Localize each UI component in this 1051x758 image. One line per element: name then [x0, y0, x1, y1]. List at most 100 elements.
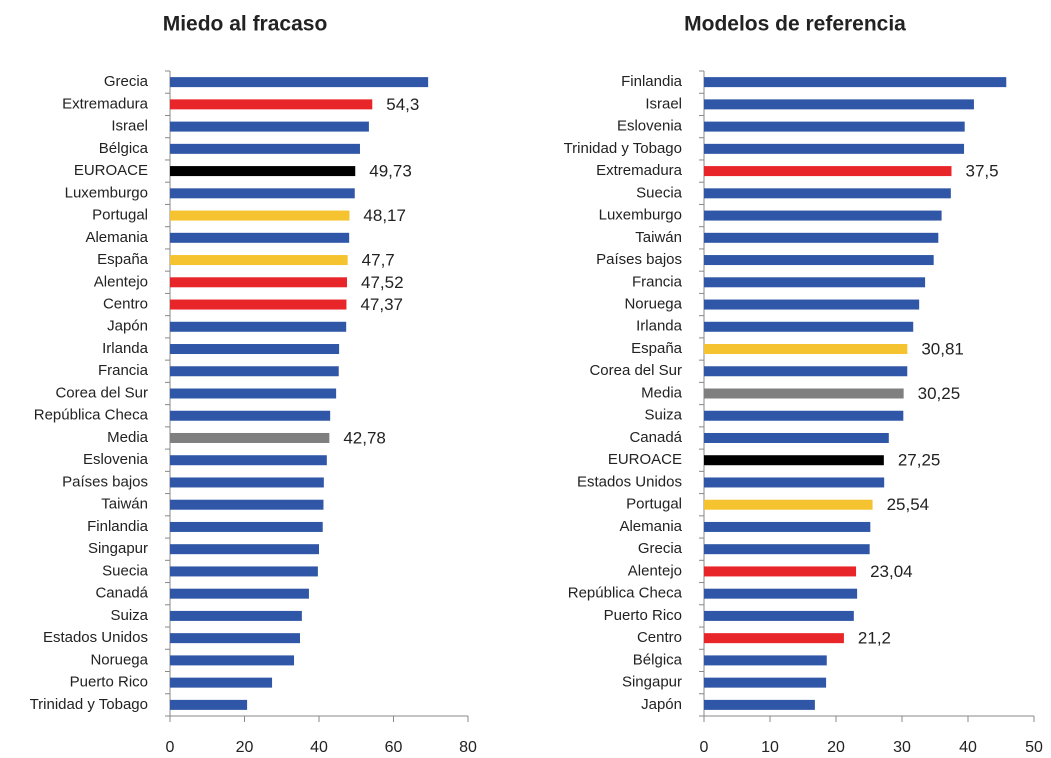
- category-label: Centro: [103, 296, 148, 313]
- value-label: 48,17: [363, 206, 406, 225]
- category-label: Eslovenia: [83, 451, 149, 468]
- x-tick-label: 10: [761, 739, 779, 756]
- category-label: Francia: [632, 273, 683, 290]
- value-label: 47,52: [361, 273, 404, 292]
- category-label: Suecia: [102, 562, 149, 579]
- bar: [170, 499, 324, 510]
- category-label: Noruega: [90, 651, 148, 668]
- category-label: Canadá: [95, 585, 148, 602]
- bar: [704, 544, 870, 555]
- bar: [170, 321, 347, 332]
- category-label: España: [97, 251, 149, 268]
- category-label: Japón: [641, 696, 682, 713]
- category-label: Irlanda: [102, 340, 149, 357]
- category-label: República Checa: [34, 407, 149, 424]
- bar: [704, 210, 942, 221]
- x-tick-label: 30: [893, 739, 911, 756]
- category-label: Trinidad y Tobago: [30, 696, 148, 713]
- category-label: Países bajos: [62, 473, 148, 490]
- bar: [704, 77, 1007, 88]
- value-label: 25,54: [887, 495, 930, 514]
- bar: [170, 121, 369, 132]
- x-tick-label: 0: [166, 739, 175, 756]
- bar: [170, 277, 348, 288]
- bar: [170, 477, 324, 488]
- x-tick-label: 0: [700, 739, 709, 756]
- category-label: Bélgica: [633, 651, 683, 668]
- bar: [704, 588, 858, 599]
- category-label: Singapur: [622, 674, 682, 691]
- bar: [704, 388, 904, 399]
- value-label: 54,3: [386, 95, 419, 114]
- category-label: Suiza: [644, 407, 682, 424]
- bar: [170, 610, 302, 621]
- value-label: 49,73: [369, 162, 412, 181]
- value-label: 21,2: [858, 629, 891, 648]
- bar: [704, 321, 914, 332]
- value-label: 42,78: [343, 428, 386, 447]
- value-label: 30,25: [918, 384, 961, 403]
- category-label: Eslovenia: [617, 118, 683, 135]
- category-label: Israel: [645, 95, 682, 112]
- category-label: Extremadura: [62, 95, 149, 112]
- bar: [704, 633, 844, 644]
- category-label: Corea del Sur: [55, 384, 148, 401]
- bar: [170, 432, 330, 443]
- category-label: Israel: [111, 118, 148, 135]
- category-label: Alemania: [619, 518, 682, 535]
- category-label: Extremadura: [596, 162, 683, 179]
- category-label: Alentejo: [628, 562, 682, 579]
- category-label: Centro: [637, 629, 682, 646]
- bar: [170, 699, 248, 710]
- bar: [170, 77, 429, 88]
- bar: [704, 344, 908, 355]
- bar: [704, 432, 889, 443]
- bar: [170, 455, 327, 466]
- bar: [704, 610, 854, 621]
- category-label: Portugal: [626, 496, 682, 513]
- value-label: 47,37: [360, 295, 403, 314]
- x-tick-label: 20: [827, 739, 845, 756]
- category-label: Alentejo: [94, 273, 148, 290]
- bar: [170, 255, 348, 266]
- bar: [704, 655, 827, 666]
- bar: [170, 299, 347, 310]
- category-label: Trinidad y Tobago: [564, 140, 682, 157]
- bar: [170, 544, 319, 555]
- category-label: Estados Unidos: [43, 629, 148, 646]
- x-tick-label: 50: [1025, 739, 1043, 756]
- category-label: Luxemburgo: [65, 184, 148, 201]
- category-label: España: [631, 340, 683, 357]
- bar: [170, 588, 309, 599]
- category-label: Finlandia: [621, 73, 683, 90]
- category-label: Suecia: [636, 184, 683, 201]
- value-label: 30,81: [921, 340, 964, 359]
- category-label: Puerto Rico: [70, 674, 148, 691]
- chart-title: Modelos de referencia: [684, 13, 906, 36]
- x-tick-label: 60: [385, 739, 403, 756]
- category-label: Taiwán: [101, 496, 148, 513]
- bar: [170, 143, 360, 154]
- category-label: Irlanda: [636, 318, 683, 335]
- category-label: EUROACE: [608, 451, 682, 468]
- category-label: Finlandia: [87, 518, 149, 535]
- category-label: Países bajos: [596, 251, 682, 268]
- value-label: 47,7: [362, 251, 395, 270]
- bar: [170, 99, 373, 110]
- bar: [170, 677, 273, 688]
- category-label: Media: [641, 384, 683, 401]
- x-tick-label: 40: [310, 739, 328, 756]
- category-label: Bélgica: [99, 140, 149, 157]
- x-tick-label: 80: [459, 739, 477, 756]
- bar: [170, 210, 350, 221]
- x-tick-label: 40: [959, 739, 977, 756]
- bar: [170, 388, 337, 399]
- bar: [704, 499, 873, 510]
- bar: [704, 99, 974, 110]
- bar: [704, 477, 885, 488]
- bar: [170, 410, 331, 421]
- bar: [704, 699, 815, 710]
- category-label: Singapur: [88, 540, 148, 557]
- category-label: Estados Unidos: [577, 473, 682, 490]
- category-label: Puerto Rico: [604, 607, 682, 624]
